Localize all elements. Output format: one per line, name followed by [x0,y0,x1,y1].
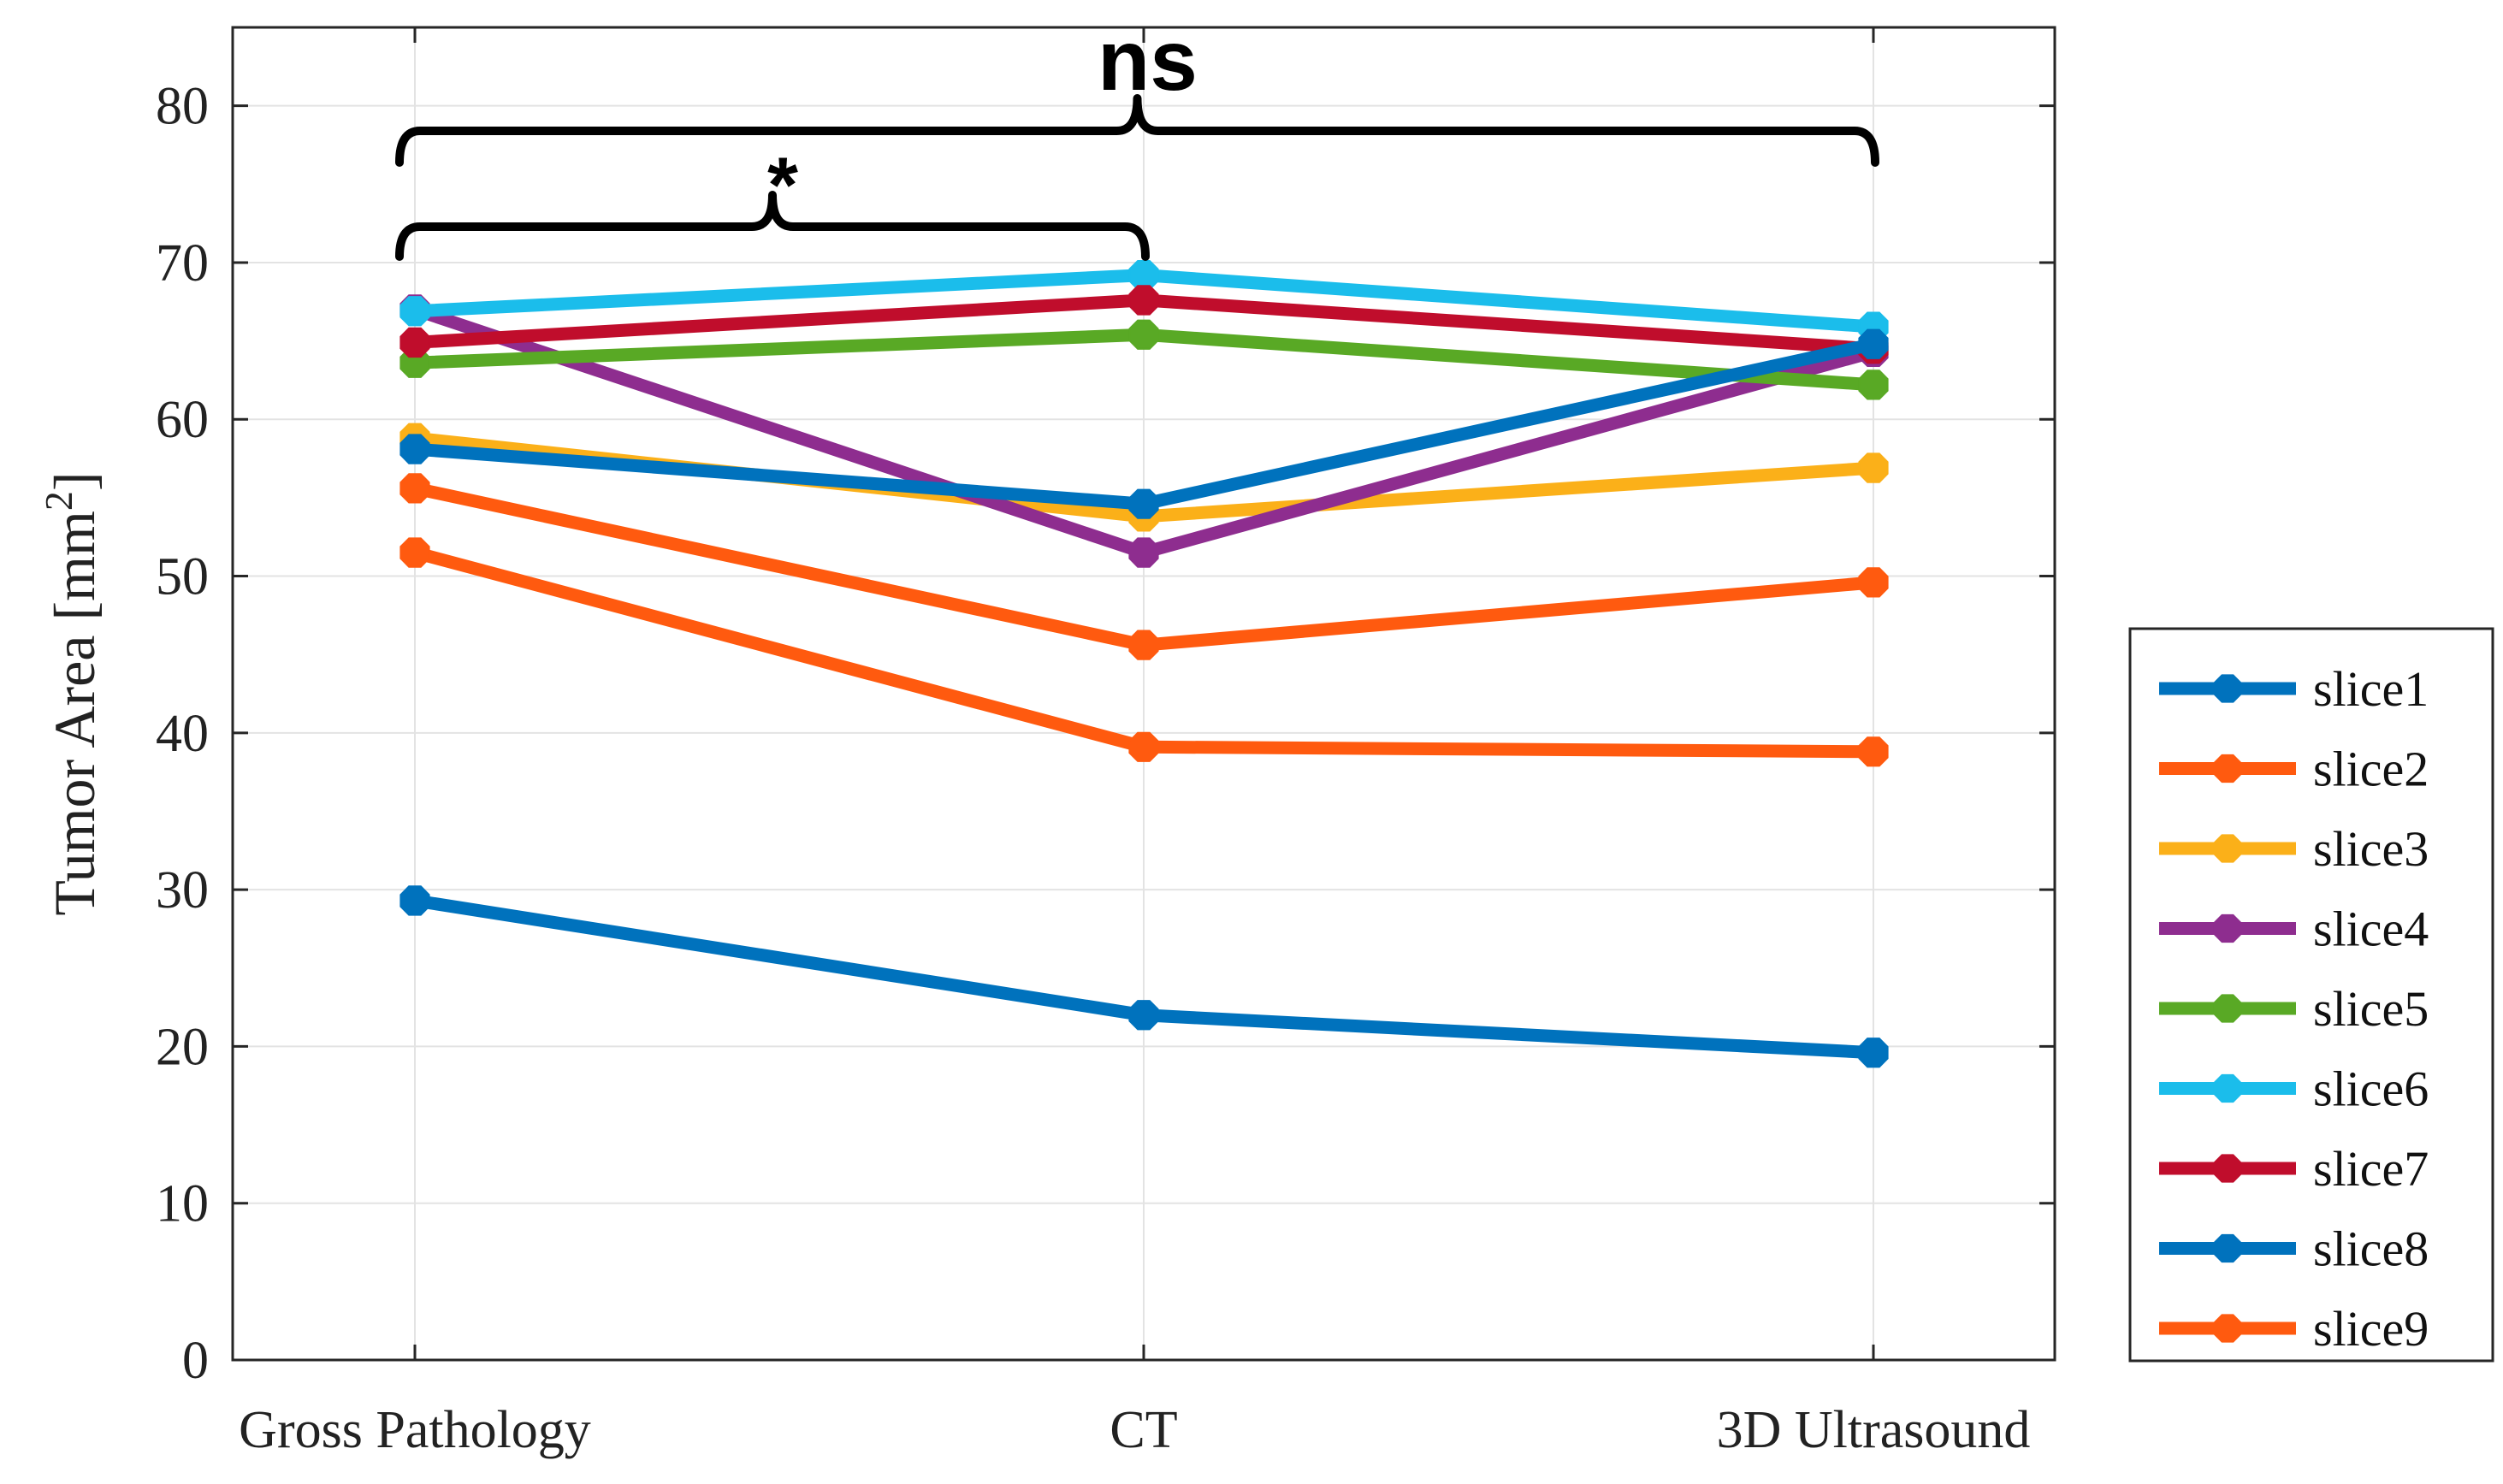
y-tick-label: 60 [156,391,209,449]
legend-marker-slice1 [2213,674,2242,703]
legend-entries: slice1 slice2 slice3 slice4 slice5 slice6 slic… [2159,661,2429,1357]
legend-entry-slice3: slice3 [2159,821,2429,877]
series-slice5 [399,319,1889,400]
significance-label-0: ns [1098,13,1198,109]
data-point-slice7-0 [399,327,430,358]
legend-marker-slice5 [2213,994,2242,1023]
y-tick-label: 50 [156,548,209,606]
significance-brace-0 [395,94,1879,167]
y-axis-title-superscript: 2 [37,491,80,511]
data-point-slice5-1 [1128,319,1159,350]
y-tick-label: 80 [156,78,209,136]
legend-label-slice5: slice5 [2313,981,2429,1037]
legend-label-slice3: slice3 [2313,821,2429,877]
data-point-slice8-2 [1858,328,1889,359]
legend-marker-slice7 [2213,1154,2242,1183]
data-point-slice8-1 [1128,488,1159,519]
y-axis-title-main: Tumor Area [mm [42,511,107,915]
data-point-slice9-1 [1128,630,1159,660]
legend-entry-slice5: slice5 [2159,981,2429,1037]
legend-entry-slice8: slice8 [2159,1221,2429,1277]
series-slice1 [399,885,1889,1068]
series-slice9 [399,473,1889,660]
series-slice8 [399,328,1889,519]
series-slice2 [399,537,1889,767]
significance-annotations: ns * [395,13,1879,261]
legend-label-slice1: slice1 [2313,661,2429,717]
y-axis-title: Tumor Area [mm2] [37,471,107,915]
x-tick-label: CT [1109,1401,1177,1459]
legend-marker-slice9 [2213,1314,2242,1343]
significance-label-1: * [767,142,798,229]
significance-brace-1 [395,191,1150,261]
legend-label-slice7: slice7 [2313,1141,2429,1197]
data-point-slice2-1 [1128,731,1159,762]
legend-marker-slice6 [2213,1073,2242,1103]
x-tick-label: 3D Ultrasound [1717,1401,2031,1459]
legend-entry-slice7: slice7 [2159,1141,2429,1197]
data-point-slice1-1 [1128,1000,1159,1031]
data-point-slice3-2 [1858,452,1889,483]
data-point-slice7-1 [1128,285,1159,316]
legend-box [2128,627,2494,1363]
legend-marker-slice3 [2213,834,2242,863]
legend-marker-slice2 [2213,754,2242,783]
data-point-slice5-2 [1858,370,1889,400]
legend-label-slice4: slice4 [2313,902,2429,957]
data-point-slice9-2 [1858,567,1889,598]
data-point-slice9-0 [399,473,430,504]
legend-marker-slice4 [2213,913,2242,943]
data-point-slice6-0 [399,296,430,327]
series-layer [399,260,1889,1068]
series-slice6 [399,260,1889,342]
data-point-slice2-2 [1858,736,1889,767]
legend-entry-slice1: slice1 [2159,661,2429,717]
legend-marker-slice8 [2213,1233,2242,1263]
data-point-slice1-2 [1858,1038,1889,1068]
legend-entry-slice2: slice2 [2159,742,2429,797]
y-axis-ticks: 0 10 20 30 40 50 60 70 80 [156,78,2055,1390]
y-axis-title-suffix: ] [42,471,107,491]
y-tick-label: 10 [156,1175,209,1233]
y-tick-label: 20 [156,1018,209,1076]
y-tick-label: 30 [156,861,209,919]
x-tick-label: Gross Pathology [239,1401,591,1459]
data-point-slice4-1 [1128,537,1159,568]
y-tick-label: 70 [156,234,209,293]
y-tick-label: 0 [182,1332,209,1390]
data-point-slice2-0 [399,537,430,568]
y-tick-label: 40 [156,705,209,763]
legend: slice1 slice2 slice3 slice4 slice5 slice6 slic… [2128,627,2494,1363]
data-point-slice8-0 [399,434,430,464]
data-point-slice6-1 [1128,260,1159,291]
x-axis-ticks: Gross Pathology CT 3D Ultrasound [239,27,2030,1459]
legend-entry-slice4: slice4 [2159,902,2429,957]
data-point-slice1-0 [399,885,430,916]
legend-entry-slice6: slice6 [2159,1061,2429,1117]
legend-entry-slice9: slice9 [2159,1301,2429,1357]
legend-label-slice8: slice8 [2313,1221,2429,1277]
legend-label-slice2: slice2 [2313,742,2429,797]
legend-label-slice9: slice9 [2313,1301,2429,1357]
legend-label-slice6: slice6 [2313,1061,2429,1117]
